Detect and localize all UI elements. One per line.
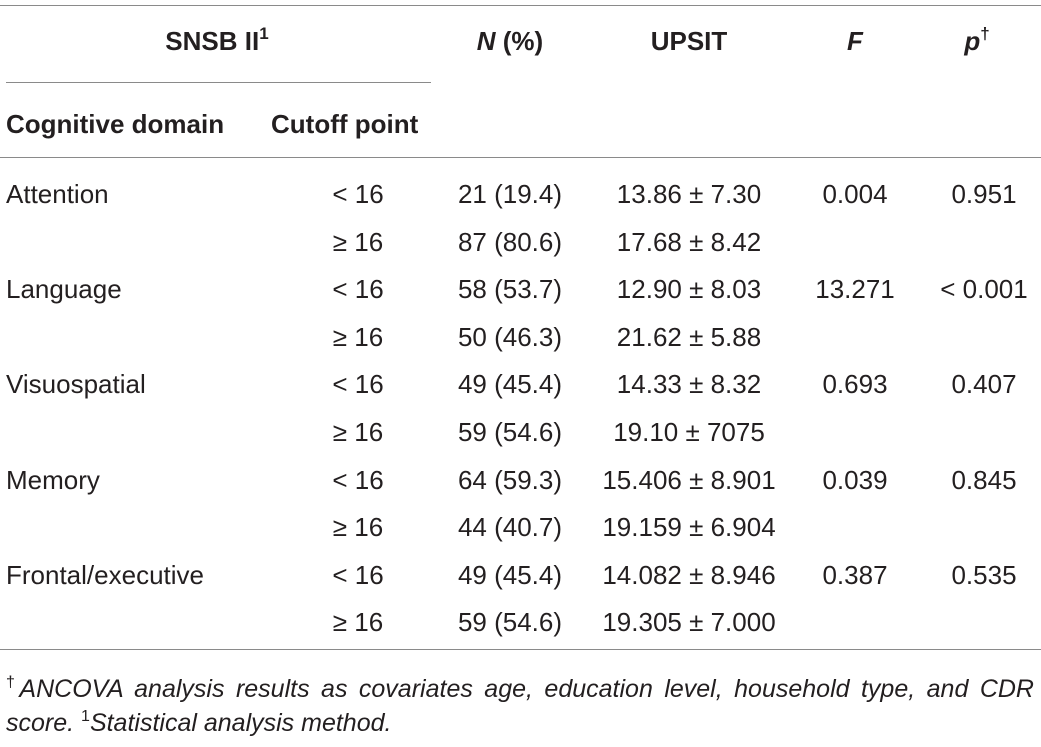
cell-upsit: 13.86 ± 7.30 (616, 179, 762, 209)
cell-f: 0.693 (822, 369, 888, 399)
cell-upsit: 15.406 ± 8.901 (602, 465, 776, 495)
cell-cutoff: < 16 (332, 560, 384, 590)
header-p-text: p (964, 26, 981, 56)
header-p: p† (964, 24, 990, 56)
footnote-dagger: † (6, 673, 20, 691)
table-footnote: †ANCOVA analysis results as covariates a… (6, 672, 1034, 740)
header-bottom-rule (0, 157, 1041, 158)
cell-p: 0.951 (951, 179, 1017, 209)
header-n: N (%) (477, 26, 543, 56)
header-p-sup: † (980, 24, 990, 44)
cell-n: 87 (80.6) (457, 227, 563, 257)
cell-f: 13.271 (815, 274, 895, 304)
cell-upsit: 14.33 ± 8.32 (616, 369, 762, 399)
header-n-italic: N (476, 26, 496, 56)
cell-n: 64 (59.3) (457, 465, 563, 495)
cell-p: 0.535 (951, 560, 1017, 590)
cell-cutoff: ≥ 16 (332, 417, 384, 447)
cell-upsit: 19.305 ± 7.000 (602, 607, 776, 637)
header-cognitive-domain: Cognitive domain (6, 109, 225, 139)
cell-f: 0.004 (822, 179, 888, 209)
cell-p: 0.845 (951, 465, 1017, 495)
header-snsb-sup: 1 (259, 24, 269, 44)
cell-domain: Language (6, 274, 122, 304)
cell-upsit: 17.68 ± 8.42 (616, 227, 762, 257)
cell-upsit: 19.159 ± 6.904 (602, 512, 776, 542)
cell-n: 59 (54.6) (457, 607, 563, 637)
footnote-one: 1 (81, 707, 90, 725)
footnote-text-1: ANCOVA analysis results as covariates ag… (6, 675, 1034, 737)
cell-cutoff: < 16 (332, 179, 384, 209)
cell-cutoff: ≥ 16 (332, 227, 384, 257)
cell-cutoff: < 16 (332, 274, 384, 304)
cell-n: 44 (40.7) (457, 512, 563, 542)
top-rule (0, 5, 1041, 6)
cell-n: 50 (46.3) (457, 322, 563, 352)
header-n-rest: (%) (495, 26, 544, 56)
header-cutoff-point: Cutoff point (271, 109, 419, 139)
header-snsb: SNSB II1 (165, 24, 269, 56)
cell-domain: Memory (6, 465, 100, 495)
cell-cutoff: < 16 (332, 369, 384, 399)
cell-cutoff: < 16 (332, 465, 384, 495)
snsb-underline-rule (6, 82, 431, 83)
cell-n: 21 (19.4) (457, 179, 563, 209)
cell-upsit: 21.62 ± 5.88 (616, 322, 762, 352)
cell-cutoff: ≥ 16 (332, 322, 384, 352)
cell-cutoff: ≥ 16 (332, 512, 384, 542)
cell-upsit: 12.90 ± 8.03 (616, 274, 762, 304)
header-snsb-text: SNSB II (165, 26, 260, 56)
cell-upsit: 14.082 ± 8.946 (602, 560, 776, 590)
cell-n: 59 (54.6) (457, 417, 563, 447)
footnote-text-2: Statistical analysis method. (89, 709, 392, 737)
cell-n: 49 (45.4) (457, 560, 563, 590)
cell-domain: Visuospatial (6, 369, 146, 399)
cell-domain: Frontal/executive (6, 560, 204, 590)
cell-n: 49 (45.4) (457, 369, 563, 399)
table-bottom-rule (0, 649, 1041, 650)
header-f: F (847, 26, 863, 56)
cell-p: 0.407 (951, 369, 1017, 399)
header-upsit: UPSIT (650, 26, 728, 56)
cell-cutoff: ≥ 16 (332, 607, 384, 637)
cell-n: 58 (53.7) (457, 274, 563, 304)
cell-f: 0.039 (822, 465, 888, 495)
cell-f: 0.387 (822, 560, 888, 590)
cell-p: < 0.001 (940, 274, 1028, 304)
cell-domain: Attention (6, 179, 109, 209)
cell-upsit: 19.10 ± 7075 (613, 417, 765, 447)
